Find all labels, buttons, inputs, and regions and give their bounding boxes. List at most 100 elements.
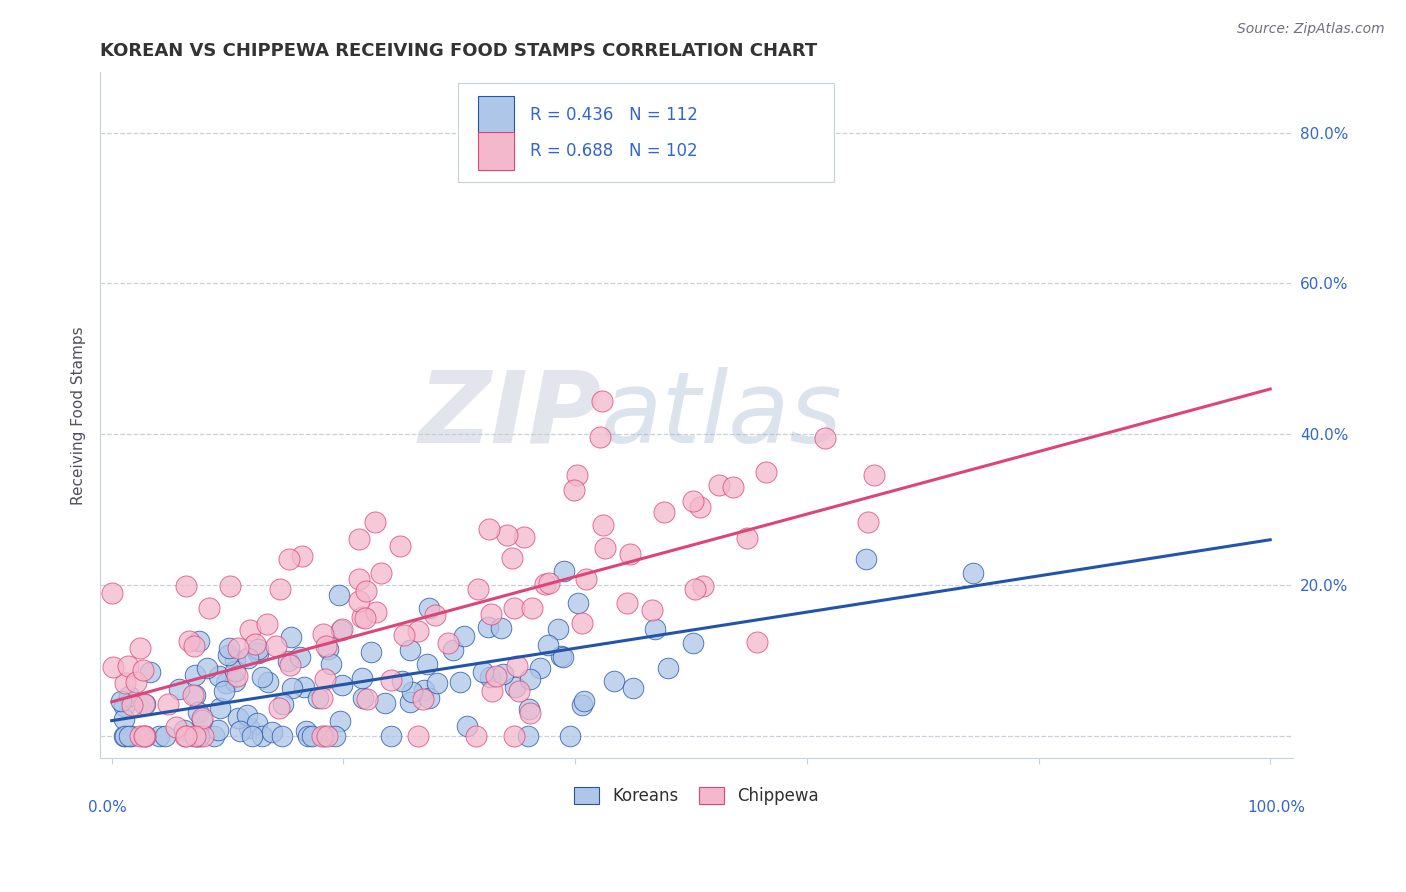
Point — [184, 729, 207, 743]
Point — [529, 661, 551, 675]
Point — [814, 431, 837, 445]
Point — [472, 665, 495, 680]
Point — [312, 627, 335, 641]
Point — [207, 723, 229, 737]
Point — [330, 677, 353, 691]
Point — [186, 705, 208, 719]
Point — [389, 539, 412, 553]
Point — [412, 691, 434, 706]
Point — [260, 725, 283, 739]
Point — [264, 639, 287, 653]
Point — [315, 639, 337, 653]
Point — [226, 640, 249, 655]
Point — [215, 675, 238, 690]
Point — [295, 724, 318, 739]
Legend: Koreans, Chippewa: Koreans, Chippewa — [568, 780, 825, 812]
Point — [534, 576, 557, 591]
Point — [449, 674, 471, 689]
Point — [181, 688, 204, 702]
Point — [246, 715, 269, 730]
Point — [489, 621, 512, 635]
Point — [118, 690, 141, 704]
Point — [392, 628, 415, 642]
Y-axis label: Receiving Food Stamps: Receiving Food Stamps — [72, 326, 86, 505]
Point — [380, 729, 402, 743]
Point — [492, 666, 515, 681]
Point — [374, 697, 396, 711]
Point — [858, 515, 880, 529]
Point — [436, 636, 458, 650]
Point — [128, 640, 150, 655]
Point — [183, 668, 205, 682]
Point — [503, 729, 526, 743]
Point — [347, 532, 370, 546]
Point — [347, 594, 370, 608]
Point — [506, 659, 529, 673]
Point — [323, 729, 346, 743]
Point — [707, 478, 730, 492]
Text: R = 0.688   N = 102: R = 0.688 N = 102 — [530, 142, 697, 160]
Point — [301, 729, 323, 743]
Point — [134, 729, 156, 743]
Point — [560, 729, 582, 743]
Point — [165, 720, 187, 734]
Point — [350, 609, 373, 624]
Point — [277, 552, 299, 566]
Point — [644, 623, 666, 637]
Point — [186, 729, 208, 743]
Point — [641, 603, 664, 617]
Text: ZIP: ZIP — [419, 367, 602, 464]
Point — [519, 706, 541, 720]
Point — [575, 572, 598, 586]
Point — [226, 711, 249, 725]
Point — [311, 729, 333, 743]
Point — [134, 729, 156, 743]
Text: 100.0%: 100.0% — [1247, 799, 1305, 814]
Point — [238, 651, 260, 665]
Point — [364, 606, 387, 620]
Point — [112, 729, 135, 743]
Point — [117, 729, 139, 743]
Point — [314, 729, 336, 743]
Point — [755, 465, 778, 479]
Point — [174, 579, 197, 593]
Point — [592, 517, 614, 532]
Point — [619, 547, 641, 561]
Point — [682, 493, 704, 508]
Point — [508, 684, 530, 698]
Point — [238, 722, 260, 736]
Point — [350, 671, 373, 685]
Point — [187, 729, 209, 743]
Point — [418, 601, 440, 615]
Point — [292, 680, 315, 694]
Point — [269, 582, 291, 597]
Point — [120, 729, 142, 743]
Point — [360, 645, 382, 659]
Point — [364, 515, 387, 529]
Point — [467, 582, 489, 596]
Point — [519, 672, 541, 686]
Point — [426, 675, 449, 690]
Point — [456, 719, 478, 733]
Point — [567, 597, 589, 611]
Point — [125, 675, 148, 690]
Point — [855, 552, 877, 566]
Point — [169, 682, 191, 697]
Point — [148, 729, 170, 743]
Point — [103, 659, 125, 673]
Point — [354, 611, 377, 625]
Point — [246, 646, 269, 660]
Point — [132, 697, 155, 711]
Point — [246, 641, 269, 656]
Point — [101, 586, 124, 600]
Point — [745, 634, 768, 648]
Point — [184, 729, 207, 743]
Point — [571, 698, 593, 712]
Point — [537, 638, 560, 652]
Point — [314, 672, 336, 686]
Point — [478, 670, 501, 684]
Point — [229, 723, 252, 738]
Point — [129, 729, 152, 743]
Point — [416, 657, 439, 671]
Point — [224, 674, 246, 689]
